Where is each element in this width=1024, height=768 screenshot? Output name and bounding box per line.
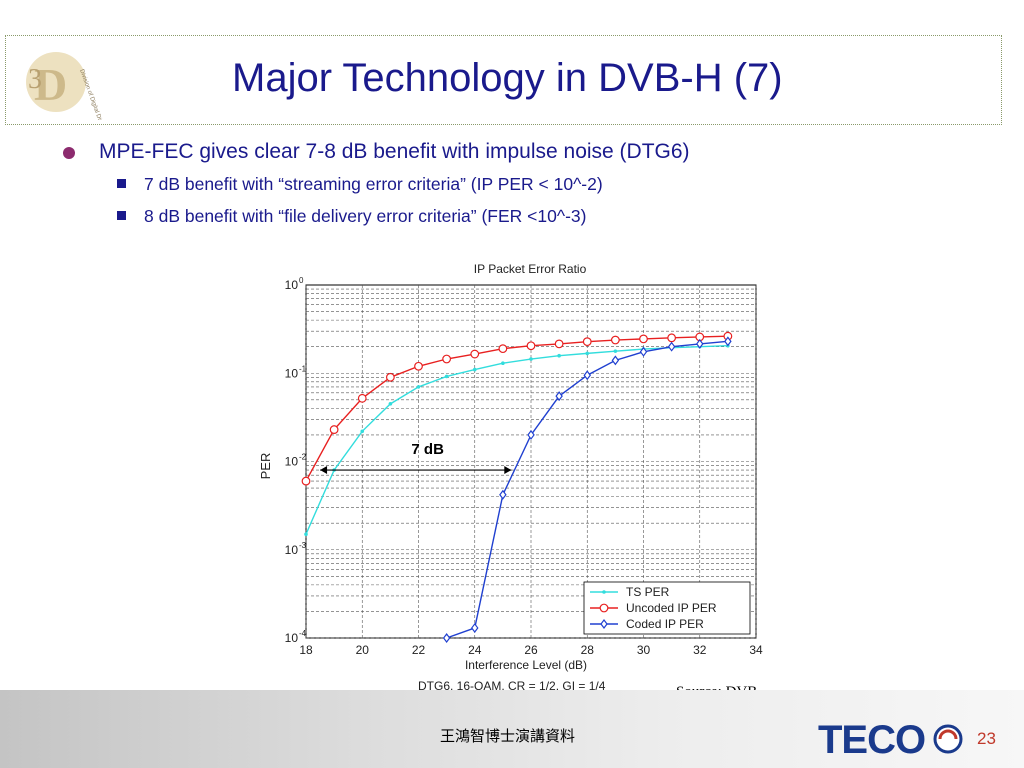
- data-point: [498, 344, 508, 354]
- page-number: 23: [977, 729, 996, 748]
- data-point: [357, 393, 367, 403]
- teco-logo: TECO: [818, 718, 963, 759]
- legend-entry: Coded IP PER: [590, 617, 704, 631]
- chart-title: IP Packet Error Ratio: [474, 262, 587, 276]
- footer-band: [0, 690, 1024, 768]
- x-tick-label: 34: [749, 643, 763, 657]
- y-tick-label: 10 -4: [285, 629, 307, 645]
- page-title: Major Technology in DVB-H (7): [232, 56, 783, 100]
- y-tick-exponent: 0: [299, 276, 304, 285]
- series-line: [305, 345, 728, 535]
- data-point: [599, 603, 609, 613]
- y-tick-label: 10 -1: [285, 364, 307, 380]
- data-point: [472, 367, 477, 372]
- x-tick-label: 24: [468, 643, 482, 657]
- y-tick-label: 10 -2: [285, 453, 307, 469]
- y-tick-base: 10: [285, 278, 299, 292]
- x-tick-label: 20: [356, 643, 370, 657]
- per-chart: IP Packet Error Ratio 7 dB 18 20 22 24 26 28 3…: [258, 252, 778, 697]
- legend-entry: TS PER: [590, 585, 670, 599]
- x-axis-label: Interference Level (dB): [465, 658, 587, 672]
- data-point: [470, 349, 480, 359]
- data-point: [499, 489, 507, 500]
- data-point: [667, 341, 676, 352]
- data-point: [529, 357, 533, 361]
- data-point: [696, 338, 704, 349]
- bullet-square-icon: [117, 211, 126, 220]
- svg-text:3: 3: [28, 64, 42, 95]
- data-point: [442, 633, 451, 643]
- data-point: [585, 351, 590, 356]
- data-point: [329, 425, 339, 434]
- data-point: [602, 590, 606, 594]
- data-point: [416, 385, 421, 389]
- arrow-head-left: [320, 466, 328, 475]
- sub-bullet-text-2: 8 dB benefit with “file delivery error c…: [144, 206, 587, 226]
- data-point: [554, 339, 564, 349]
- data-point: [555, 391, 563, 402]
- y-tick-base: 10: [285, 455, 299, 469]
- sub-bullet-text-1: 7 dB benefit with “streaming error crite…: [144, 174, 603, 194]
- y-tick-base: 10: [285, 543, 299, 557]
- teco-logo-text: TECO: [818, 718, 925, 759]
- x-tick-label: 18: [299, 643, 313, 657]
- x-tick-label: 28: [581, 643, 595, 657]
- data-point: [667, 333, 677, 343]
- annotation-label: 7 dB: [411, 441, 444, 458]
- footer-text: 王鴻智博士演講資料: [440, 727, 576, 745]
- y-tick-label: 10 -3: [285, 541, 307, 557]
- data-point: [557, 353, 561, 358]
- bullet-square-icon: [117, 179, 126, 188]
- x-tick-label: 30: [637, 643, 651, 657]
- arrow-head-right: [504, 466, 512, 475]
- data-point: [582, 337, 592, 347]
- data-point: [639, 346, 648, 357]
- x-tick-label: 26: [524, 643, 538, 657]
- main-bullet-text: MPE-FEC gives clear 7-8 dB benefit with …: [99, 140, 690, 163]
- legend-label: Coded IP PER: [626, 617, 704, 631]
- data-point: [639, 334, 648, 344]
- data-point: [304, 532, 308, 537]
- data-point: [385, 372, 395, 382]
- y-tick-base: 10: [285, 631, 299, 645]
- data-point: [301, 476, 311, 486]
- division-logo: D 3 Division of Digital Display: [26, 52, 107, 120]
- y-tick-base: 10: [285, 366, 299, 380]
- legend-label: TS PER: [626, 585, 670, 599]
- x-tick-label: 32: [693, 643, 707, 657]
- series-3: [442, 336, 732, 643]
- data-point: [442, 354, 452, 364]
- data-point: [444, 374, 449, 379]
- data-point: [527, 429, 535, 440]
- data-point: [611, 355, 620, 366]
- legend-label: Uncoded IP PER: [626, 601, 717, 615]
- chart-caption: DTG6. 16-QAM. CR = 1/2. GI = 1/4: [418, 679, 606, 693]
- series-line: [305, 335, 728, 482]
- y-tick-label: 10 0: [285, 276, 304, 292]
- title-frame: [5, 35, 1002, 125]
- legend-entry: Uncoded IP PER: [590, 601, 717, 615]
- y-tick-exponent: -2: [299, 453, 307, 462]
- data-point: [583, 370, 591, 381]
- y-tick-exponent: -4: [299, 629, 307, 638]
- data-point: [600, 619, 608, 629]
- data-point: [501, 361, 505, 365]
- y-axis-label: PER: [258, 453, 273, 480]
- data-point: [526, 341, 536, 351]
- data-point: [613, 349, 618, 353]
- y-tick-exponent: -1: [299, 364, 307, 373]
- data-point: [360, 429, 365, 434]
- bullet-dot-icon: [63, 147, 75, 159]
- data-point: [610, 335, 620, 345]
- x-tick-label: 22: [412, 643, 426, 657]
- y-tick-exponent: -3: [299, 541, 307, 550]
- teco-swirl-arc: [938, 729, 958, 740]
- data-point: [724, 336, 732, 347]
- data-point: [414, 361, 423, 371]
- data-point: [388, 402, 393, 406]
- svg-text:D: D: [34, 59, 67, 110]
- data-point: [471, 622, 479, 633]
